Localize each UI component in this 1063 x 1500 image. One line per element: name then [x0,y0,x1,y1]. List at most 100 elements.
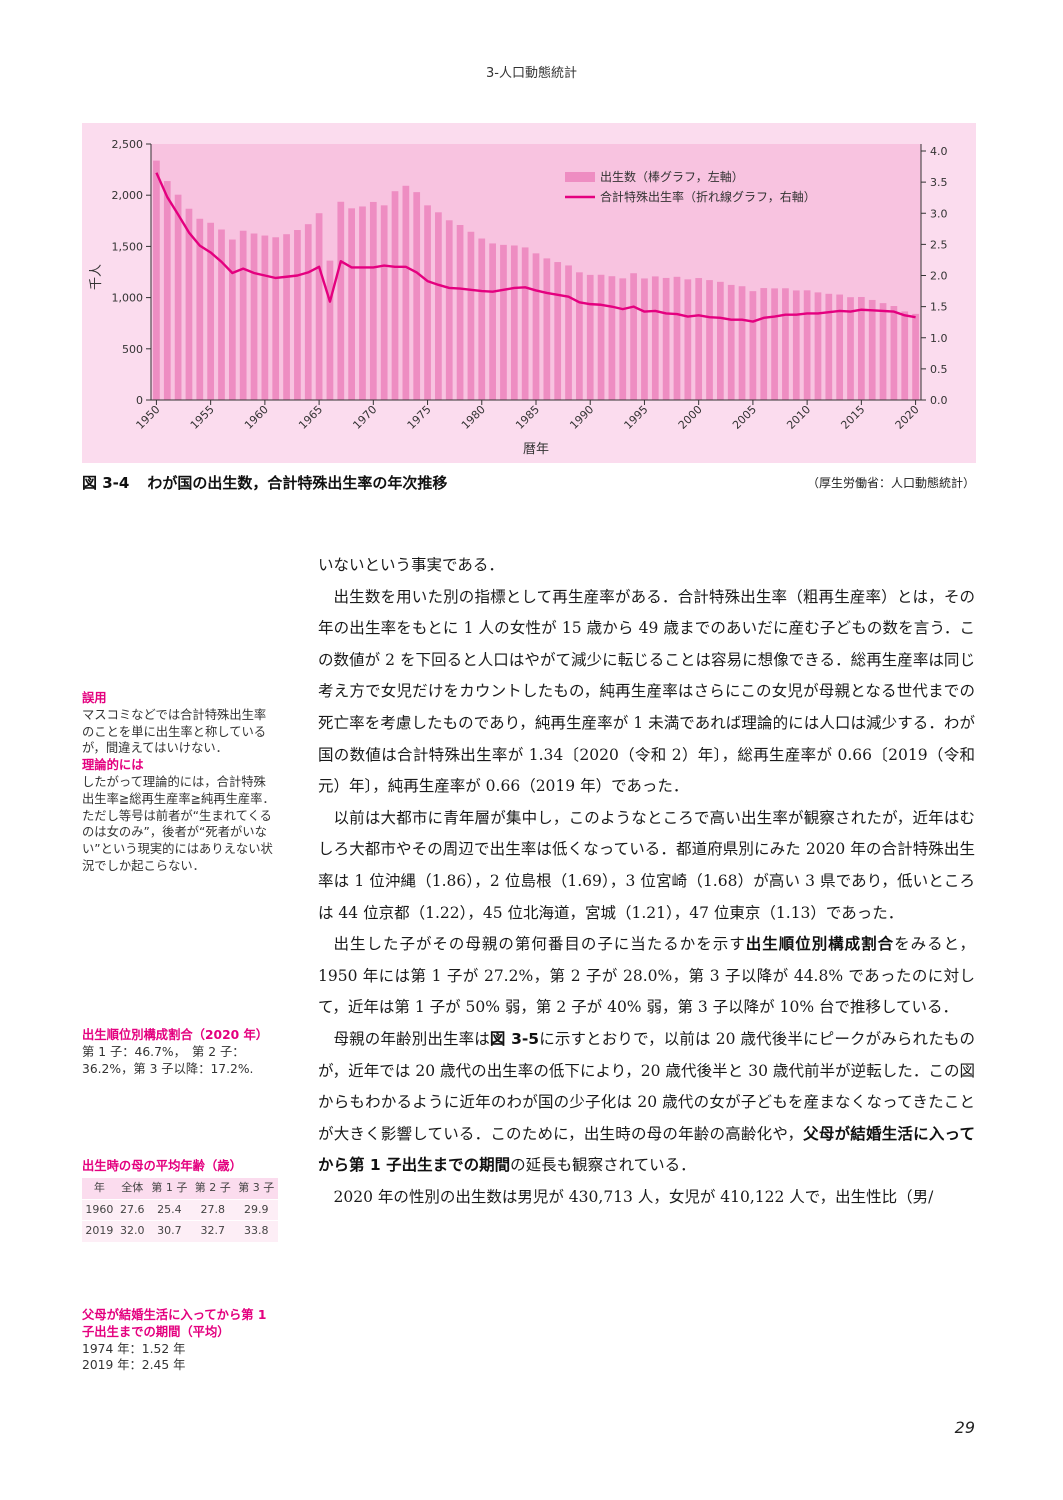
bar-births-1967 [337,201,345,400]
paragraph-5-text-a: 母親の年齢別出生率は [333,1029,490,1048]
bar-births-1993 [619,278,627,400]
bar-births-1966 [326,260,334,400]
right-tick-label: 1.0 [930,332,948,345]
table-header-cell: 年 [82,1177,117,1200]
bar-births-1972 [391,191,399,400]
table-cell: 2019 [82,1220,117,1243]
table-header-row: 年 全体 第 1 子 第 2 子 第 3 子 [82,1177,278,1200]
right-tick-label: 3.0 [930,207,948,220]
table-cell: 1960 [82,1198,117,1221]
bar-births-1981 [489,243,496,400]
right-tick-label: 1.5 [930,301,948,314]
bar-births-2011 [814,292,822,400]
figure-3-5-reference: 図 3-5 [489,1029,540,1048]
bar-births-2002 [717,281,724,400]
sidenote-mother-age-title: 出生時の母の平均年齢（歳） [82,1159,242,1173]
bar-births-1991 [597,274,605,400]
bar-births-2013 [836,294,844,400]
x-tick-label: 1980 [459,403,488,432]
right-tick-label: 4.0 [930,145,948,158]
bar-births-1962 [283,234,290,400]
paragraph-1: いないという事実である． [318,556,504,574]
sidenote-mother-age: 出生時の母の平均年齢（歳） 年 全体 第 1 子 第 2 子 第 3 子 196… [82,1158,278,1243]
mother-age-table: 年 全体 第 1 子 第 2 子 第 3 子 1960 27.6 25.4 27… [82,1177,278,1243]
bar-births-1985 [532,253,540,400]
paragraph-5-text-b: に示すとおりで，以前は 20 歳代後半にピークがみられたものが，近年では 20 … [318,1029,975,1143]
left-tick-label: 1,000 [112,292,144,305]
bar-births-1988 [565,265,572,400]
bar-births-1998 [673,276,681,400]
table-cell: 25.4 [147,1198,192,1221]
figure-number: 図 3-4 [82,474,130,492]
bar-births-2010 [803,290,811,400]
left-tick-label: 0 [136,394,143,407]
running-header: 3-人口動態統計 [486,66,577,81]
bar-births-1980 [478,238,486,400]
x-tick-label: 2000 [676,403,705,432]
table-header-cell: 第 3 子 [234,1177,278,1200]
bar-births-1992 [608,276,616,400]
table-header-cell: 全体 [116,1177,148,1200]
bar-births-1958 [239,230,247,400]
right-tick-label: 0.0 [930,394,948,407]
bar-births-2006 [760,288,768,400]
sidenote-marriage-interval: 父母が結婚生活に入ってから第 1 子出生までの期間（平均） 1974 年：1.5… [82,1307,278,1374]
paragraph-5-text-c: の延長も観察されている． [510,1156,696,1175]
figure-source: （厚生労働省：人口動態統計） [806,476,975,490]
bar-births-1968 [348,208,355,400]
bar-births-1983 [510,245,518,400]
term-marriage-to-first-birth: 父母が結婚生活に入ってから第 1 子出生までの期間 [318,1124,975,1175]
table-cell: 32.7 [191,1220,235,1243]
paragraph-2: 出生数を用いた別の指標として再生産率がある．合計特殊出生率（粗再生産率）とは，そ… [318,587,975,796]
main-body-text: いないという事実である． 出生数を用いた別の指標として再生産率がある．合計特殊出… [318,550,975,1213]
x-tick-label: 1960 [242,403,271,432]
left-tick-label: 500 [122,343,143,356]
bar-births-1971 [380,205,388,400]
bar-births-1975 [424,205,431,400]
x-tick-label: 2020 [893,403,922,432]
bar-births-2017 [879,303,887,400]
figure-3-4-chart: 0 500 1,000 1,500 2,000 2,500 0.0 0.5 1.0 1.5 2.0 2… [82,123,976,463]
x-tick-label: 1990 [567,403,596,432]
legend-bar-swatch [565,172,595,182]
table-header-cell: 第 2 子 [191,1177,235,1200]
bar-births-1978 [456,225,464,400]
x-tick-label: 2015 [838,403,867,432]
bar-births-1956 [218,229,225,400]
table-header-cell: 第 1 子 [147,1177,192,1200]
bar-births-2020 [912,313,919,400]
table-cell: 29.9 [234,1198,278,1221]
paragraph-4-text-b: をみると，1950 年には第 1 子が 27.2%，第 2 子が 28.0%，第… [318,935,975,1017]
table-cell: 27.6 [116,1198,148,1221]
table-row: 2019 32.0 30.7 32.7 33.8 [82,1220,278,1243]
x-tick-label: 2005 [730,403,759,432]
table-cell: 33.8 [234,1220,278,1243]
bar-births-2000 [695,278,703,400]
bar-births-2015 [857,296,865,400]
bar-births-1995 [641,278,648,400]
table-cell: 30.7 [147,1220,192,1243]
x-axis-label: 暦年 [523,442,549,457]
x-tick-label: 2010 [784,403,813,432]
x-tick-label: 1970 [350,403,379,432]
y-axis-label-left: 千人 [89,264,104,290]
bar-births-1952 [174,194,182,400]
bar-births-1951 [163,181,171,400]
line-fertility-rate [155,172,916,323]
term-birth-order: 出生順位別構成割合 [745,935,895,954]
bar-births-1954 [196,218,204,400]
right-tick-label: 3.5 [930,176,948,189]
sidenote-misuse-title: 誤用 [82,691,107,705]
bar-births-2009 [792,290,800,400]
sidenote-marriage-interval-2019: 2019 年：2.45 年 [82,1358,186,1373]
bar-births-1961 [272,237,280,400]
bar-births-1959 [250,233,258,400]
bar-births-2016 [868,299,876,400]
paragraph-3: 以前は大都市に青年層が集中し，このようなところで高い出生率が観察されたが，近年は… [318,808,975,922]
sidenote-misuse-text: マスコミなどでは合計特殊出生率のことを単に出生率と称しているが，間違えてはいけな… [82,707,267,756]
legend-line-label: 合計特殊出生率（折れ線グラフ，右軸） [600,189,816,204]
figure-caption: 図 3-4 わが国の出生数，合計特殊出生率の年次推移 [82,472,447,493]
bar-births-2001 [706,280,713,400]
x-tick-label: 1950 [134,403,163,432]
bar-births-2012 [825,293,833,400]
